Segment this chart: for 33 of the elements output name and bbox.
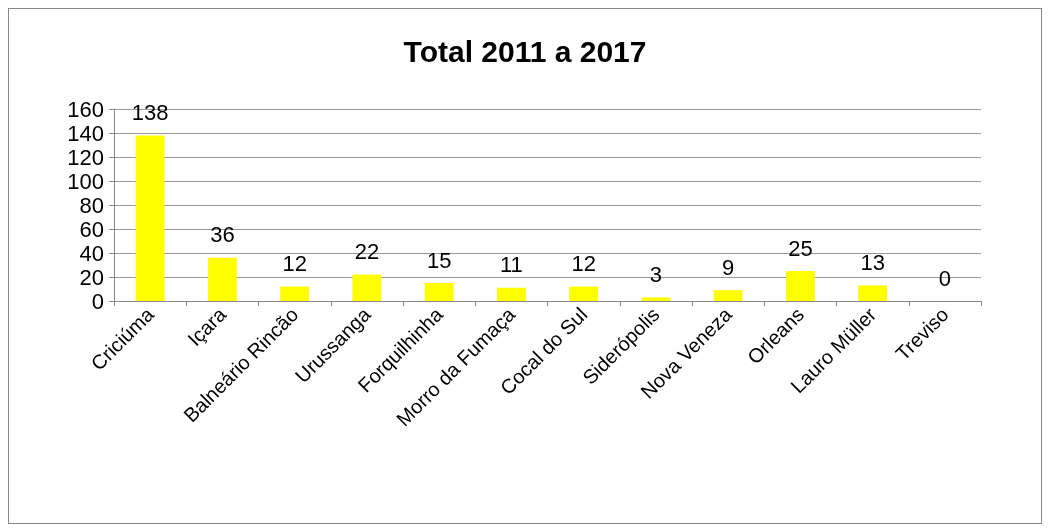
- y-tick-label: 100: [67, 168, 104, 194]
- data-label: 3: [649, 261, 662, 287]
- data-label: 15: [426, 247, 452, 273]
- data-label: 138: [131, 99, 169, 125]
- data-label: 12: [571, 251, 596, 277]
- bar: [496, 287, 526, 301]
- bar: [569, 286, 599, 301]
- data-label: 25: [788, 235, 813, 261]
- bar: [352, 274, 382, 301]
- y-tick-label: 80: [79, 192, 104, 218]
- data-label: 22: [354, 239, 380, 265]
- y-tick-label: 0: [91, 288, 104, 314]
- bar: [713, 290, 743, 301]
- bar: [424, 283, 454, 301]
- y-tick-label: 20: [79, 264, 104, 290]
- bar: [641, 297, 671, 301]
- bar: [858, 285, 888, 301]
- y-tick-label: 40: [79, 240, 104, 266]
- y-tick-label: 140: [67, 120, 104, 146]
- y-tick-label: 160: [67, 96, 104, 122]
- bar: [785, 271, 815, 301]
- data-label: 11: [499, 252, 523, 278]
- chart-title: Total 2011 a 2017: [403, 34, 647, 68]
- data-label: 9: [722, 254, 735, 280]
- y-tick-label: 60: [79, 216, 104, 242]
- data-label: 12: [282, 251, 307, 277]
- data-label: 0: [938, 265, 951, 291]
- bar: [280, 286, 310, 301]
- bar: [207, 257, 237, 301]
- y-tick-label: 120: [67, 144, 104, 170]
- data-label: 36: [210, 222, 235, 248]
- data-label: 13: [860, 249, 885, 275]
- bar: [135, 135, 165, 301]
